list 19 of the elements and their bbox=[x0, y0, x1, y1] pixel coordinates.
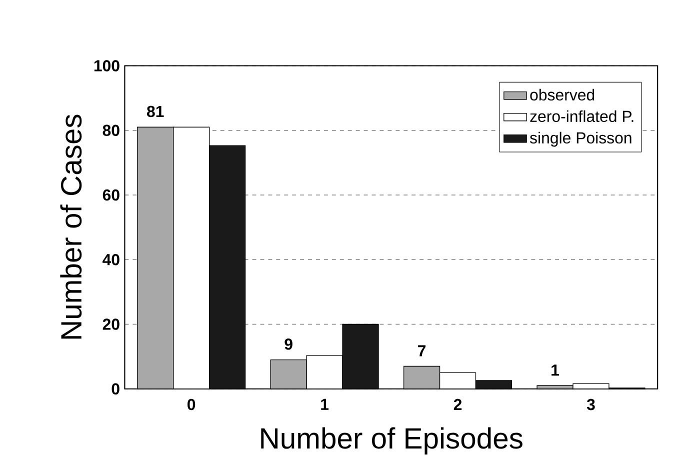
y-tick-label: 100 bbox=[94, 60, 120, 72]
y-tick-label: 0 bbox=[112, 383, 120, 394]
legend-label: zero-inflated P. bbox=[530, 110, 634, 122]
data-label: 1 bbox=[552, 364, 559, 376]
x-axis-title: Number of Episodes bbox=[261, 427, 522, 454]
y-tick-label: 60 bbox=[102, 189, 120, 201]
y-axis-title: Number of Cases bbox=[60, 114, 82, 339]
data-label: 7 bbox=[418, 345, 426, 356]
data-label: 9 bbox=[284, 338, 292, 350]
y-tick-label: 40 bbox=[102, 254, 120, 266]
y-tick-label: 80 bbox=[102, 124, 120, 136]
x-tick-label: 1 bbox=[321, 398, 329, 410]
legend-label: observed bbox=[530, 88, 594, 100]
x-tick-label: 0 bbox=[188, 398, 196, 410]
y-tick-label: 20 bbox=[102, 318, 120, 330]
x-tick-label: 2 bbox=[454, 398, 462, 410]
x-tick-label: 3 bbox=[586, 398, 595, 410]
data-label: 81 bbox=[146, 106, 164, 118]
legend-label: single Poisson bbox=[530, 132, 632, 147]
